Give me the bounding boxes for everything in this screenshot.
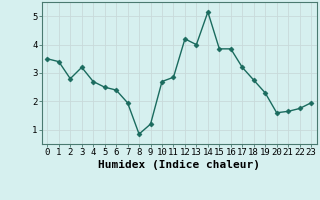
X-axis label: Humidex (Indice chaleur): Humidex (Indice chaleur)	[98, 160, 260, 170]
